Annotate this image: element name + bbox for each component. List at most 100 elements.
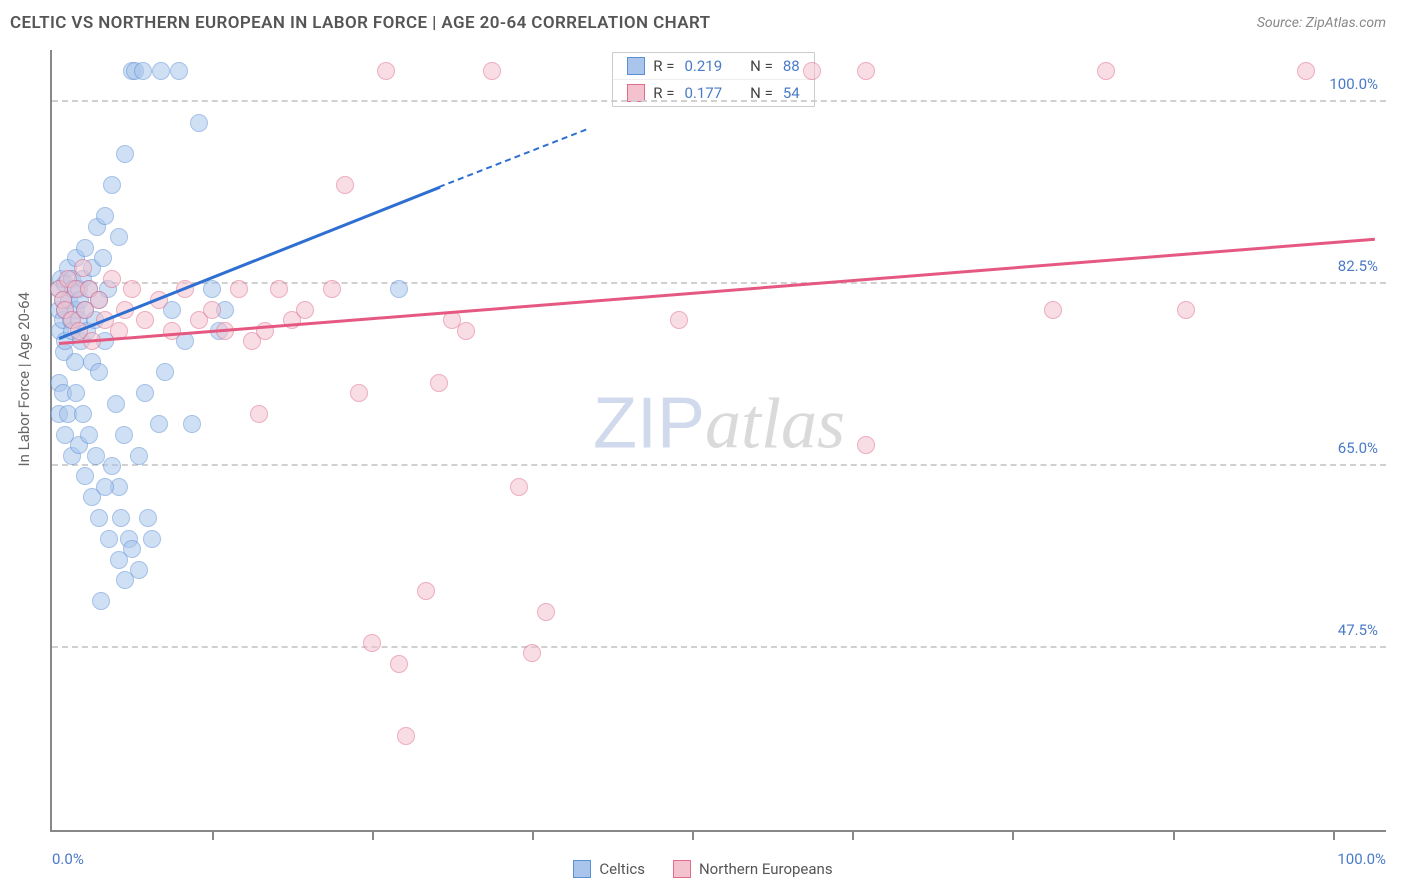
scatter-point bbox=[107, 395, 125, 413]
scatter-point bbox=[150, 415, 168, 433]
scatter-point bbox=[1177, 301, 1195, 319]
scatter-point bbox=[857, 436, 875, 454]
scatter-point bbox=[363, 634, 381, 652]
scatter-point bbox=[163, 322, 181, 340]
scatter-point bbox=[230, 280, 248, 298]
scatter-point bbox=[323, 280, 341, 298]
scatter-point bbox=[94, 249, 112, 267]
scatter-point bbox=[74, 405, 92, 423]
gridline bbox=[52, 282, 1386, 284]
chart-source: Source: ZipAtlas.com bbox=[1257, 15, 1386, 31]
scatter-point bbox=[336, 176, 354, 194]
y-tick-label: 65.0% bbox=[1338, 439, 1378, 457]
scatter-point bbox=[152, 62, 170, 80]
scatter-point bbox=[136, 384, 154, 402]
scatter-point bbox=[90, 291, 108, 309]
scatter-point bbox=[136, 311, 154, 329]
stat-n-value: 88 bbox=[781, 57, 800, 75]
scatter-point bbox=[123, 540, 141, 558]
stats-box: R =0.219N =88R =0.177N =54 bbox=[612, 52, 814, 107]
scatter-point bbox=[66, 353, 84, 371]
gridline bbox=[52, 646, 1386, 648]
scatter-point bbox=[390, 280, 408, 298]
trend-line bbox=[59, 238, 1375, 345]
scatter-point bbox=[390, 655, 408, 673]
legend-label: Northern Europeans bbox=[699, 860, 833, 878]
scatter-point bbox=[483, 62, 501, 80]
scatter-point bbox=[112, 509, 130, 527]
scatter-point bbox=[183, 415, 201, 433]
scatter-point bbox=[110, 228, 128, 246]
plot-area: In Labor Force | Age 20-64 ZIPatlas R =0… bbox=[50, 50, 1386, 832]
chart-container: CELTIC VS NORTHERN EUROPEAN IN LABOR FOR… bbox=[0, 0, 1406, 892]
scatter-point bbox=[1044, 301, 1062, 319]
x-tick bbox=[1333, 830, 1335, 840]
scatter-point bbox=[100, 530, 118, 548]
scatter-point bbox=[510, 478, 528, 496]
scatter-point bbox=[96, 478, 114, 496]
scatter-point bbox=[116, 145, 134, 163]
stat-n-label: N = bbox=[750, 57, 773, 75]
gridline bbox=[52, 464, 1386, 466]
scatter-point bbox=[250, 405, 268, 423]
x-tick bbox=[852, 830, 854, 840]
watermark-zip: ZIP bbox=[593, 384, 705, 464]
y-tick-label: 100.0% bbox=[1329, 75, 1378, 93]
x-tick bbox=[1173, 830, 1175, 840]
legend-item: Northern Europeans bbox=[673, 860, 833, 878]
scatter-point bbox=[430, 374, 448, 392]
scatter-point bbox=[76, 239, 94, 257]
scatter-point bbox=[115, 426, 133, 444]
x-tick bbox=[372, 830, 374, 840]
watermark-atlas: atlas bbox=[705, 384, 845, 464]
scatter-point bbox=[417, 582, 435, 600]
scatter-point bbox=[80, 426, 98, 444]
y-axis-title: In Labor Force | Age 20-64 bbox=[15, 292, 33, 466]
scatter-point bbox=[123, 280, 141, 298]
chart-title: CELTIC VS NORTHERN EUROPEAN IN LABOR FOR… bbox=[10, 13, 710, 33]
scatter-point bbox=[134, 62, 152, 80]
scatter-point bbox=[537, 603, 555, 621]
y-tick-label: 82.5% bbox=[1338, 257, 1378, 275]
scatter-point bbox=[96, 207, 114, 225]
scatter-point bbox=[1297, 62, 1315, 80]
scatter-point bbox=[139, 509, 157, 527]
scatter-point bbox=[67, 384, 85, 402]
scatter-point bbox=[857, 62, 875, 80]
gridline bbox=[52, 100, 1386, 102]
bottom-legend: Celtics Northern Europeans bbox=[0, 860, 1406, 878]
scatter-point bbox=[523, 644, 541, 662]
legend-label: Celtics bbox=[599, 860, 645, 878]
scatter-point bbox=[130, 447, 148, 465]
scatter-point bbox=[296, 301, 314, 319]
scatter-point bbox=[203, 280, 221, 298]
scatter-point bbox=[350, 384, 368, 402]
scatter-point bbox=[203, 301, 221, 319]
scatter-point bbox=[670, 311, 688, 329]
x-tick bbox=[692, 830, 694, 840]
scatter-point bbox=[76, 467, 94, 485]
scatter-point bbox=[103, 270, 121, 288]
x-tick bbox=[212, 830, 214, 840]
scatter-point bbox=[156, 363, 174, 381]
stat-r-value: 0.219 bbox=[682, 57, 722, 75]
scatter-point bbox=[143, 530, 161, 548]
scatter-point bbox=[103, 457, 121, 475]
stat-r-label: R = bbox=[653, 57, 674, 75]
legend-item: Celtics bbox=[573, 860, 645, 878]
scatter-point bbox=[87, 447, 105, 465]
chart-header: CELTIC VS NORTHERN EUROPEAN IN LABOR FOR… bbox=[0, 0, 1406, 38]
x-tick bbox=[532, 830, 534, 840]
scatter-point bbox=[130, 561, 148, 579]
scatter-point bbox=[90, 509, 108, 527]
scatter-point bbox=[170, 62, 188, 80]
x-tick bbox=[1012, 830, 1014, 840]
legend-swatch bbox=[573, 860, 591, 878]
legend-swatch bbox=[627, 57, 645, 75]
scatter-point bbox=[190, 114, 208, 132]
scatter-point bbox=[377, 62, 395, 80]
legend-swatch bbox=[673, 860, 691, 878]
scatter-point bbox=[92, 592, 110, 610]
scatter-point bbox=[270, 280, 288, 298]
scatter-point bbox=[74, 259, 92, 277]
